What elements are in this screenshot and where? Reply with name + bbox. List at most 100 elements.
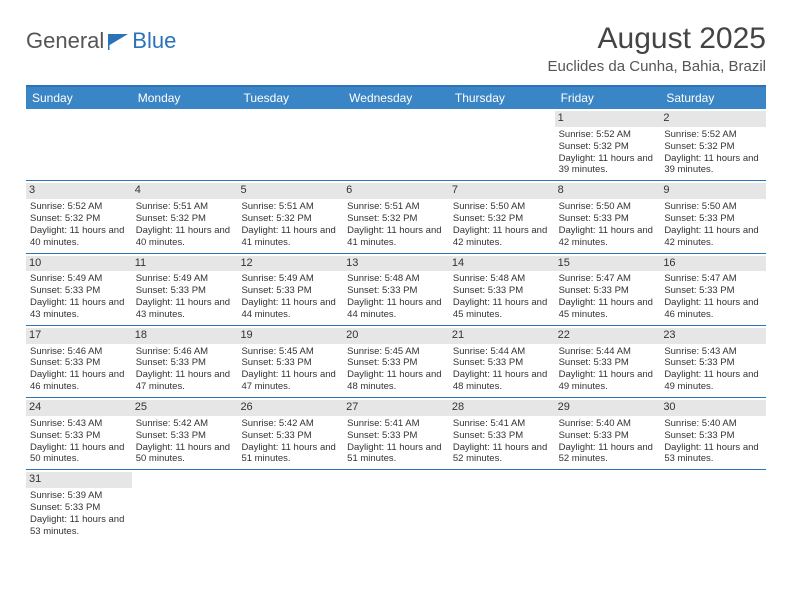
sunrise-text: Sunrise: 5:50 AM: [559, 201, 657, 213]
sunrise-text: Sunrise: 5:46 AM: [136, 346, 234, 358]
day-cell: [132, 470, 238, 541]
day-cell: 18Sunrise: 5:46 AMSunset: 5:33 PMDayligh…: [132, 326, 238, 397]
sunset-text: Sunset: 5:33 PM: [664, 213, 762, 225]
daylight-text: Daylight: 11 hours and 51 minutes.: [347, 442, 445, 466]
day-cell: 16Sunrise: 5:47 AMSunset: 5:33 PMDayligh…: [660, 254, 766, 325]
daylight-text: Daylight: 11 hours and 45 minutes.: [559, 297, 657, 321]
weekday-header: Tuesday: [237, 87, 343, 109]
day-cell: [449, 109, 555, 180]
day-cell: 27Sunrise: 5:41 AMSunset: 5:33 PMDayligh…: [343, 398, 449, 469]
sunrise-text: Sunrise: 5:48 AM: [453, 273, 551, 285]
week-row: 17Sunrise: 5:46 AMSunset: 5:33 PMDayligh…: [26, 326, 766, 398]
sunrise-text: Sunrise: 5:44 AM: [453, 346, 551, 358]
sunset-text: Sunset: 5:33 PM: [664, 357, 762, 369]
daylight-text: Daylight: 11 hours and 52 minutes.: [559, 442, 657, 466]
sunrise-text: Sunrise: 5:51 AM: [347, 201, 445, 213]
day-number: 24: [26, 400, 132, 416]
day-info: Sunrise: 5:41 AMSunset: 5:33 PMDaylight:…: [453, 418, 551, 466]
sunrise-text: Sunrise: 5:42 AM: [136, 418, 234, 430]
sunrise-text: Sunrise: 5:40 AM: [559, 418, 657, 430]
logo-text-blue: Blue: [132, 28, 176, 54]
week-row: 31Sunrise: 5:39 AMSunset: 5:33 PMDayligh…: [26, 470, 766, 541]
daylight-text: Daylight: 11 hours and 42 minutes.: [453, 225, 551, 249]
day-number: 29: [555, 400, 661, 416]
sunset-text: Sunset: 5:33 PM: [136, 430, 234, 442]
month-title: August 2025: [548, 22, 766, 56]
day-info: Sunrise: 5:51 AMSunset: 5:32 PMDaylight:…: [347, 201, 445, 249]
day-cell: 20Sunrise: 5:45 AMSunset: 5:33 PMDayligh…: [343, 326, 449, 397]
sunrise-text: Sunrise: 5:49 AM: [136, 273, 234, 285]
daylight-text: Daylight: 11 hours and 45 minutes.: [453, 297, 551, 321]
day-cell: 4 Sunrise: 5:51 AMSunset: 5:32 PMDaylight…: [132, 181, 238, 252]
day-cell: 2Sunrise: 5:52 AMSunset: 5:32 PMDaylight…: [660, 109, 766, 180]
day-number: 18: [132, 328, 238, 344]
header: General Blue August 2025 Euclides da Cun…: [26, 22, 766, 75]
day-cell: [343, 470, 449, 541]
sunset-text: Sunset: 5:33 PM: [453, 285, 551, 297]
sunset-text: Sunset: 5:32 PM: [241, 213, 339, 225]
day-cell: 6Sunrise: 5:51 AMSunset: 5:32 PMDaylight…: [343, 181, 449, 252]
day-number: 20: [343, 328, 449, 344]
day-info: Sunrise: 5:49 AMSunset: 5:33 PMDaylight:…: [30, 273, 128, 321]
weekday-header: Monday: [132, 87, 238, 109]
weeks-container: 1Sunrise: 5:52 AMSunset: 5:32 PMDaylight…: [26, 109, 766, 542]
daylight-text: Daylight: 11 hours and 40 minutes.: [136, 225, 234, 249]
week-row: 3Sunrise: 5:52 AMSunset: 5:32 PMDaylight…: [26, 181, 766, 253]
day-cell: [26, 109, 132, 180]
day-number: 27: [343, 400, 449, 416]
day-number: 31: [26, 472, 132, 488]
sunset-text: Sunset: 5:33 PM: [30, 502, 128, 514]
sunset-text: Sunset: 5:32 PM: [453, 213, 551, 225]
daylight-text: Daylight: 11 hours and 53 minutes.: [664, 442, 762, 466]
daylight-text: Daylight: 11 hours and 50 minutes.: [30, 442, 128, 466]
sunset-text: Sunset: 5:33 PM: [136, 285, 234, 297]
day-cell: 15Sunrise: 5:47 AMSunset: 5:33 PMDayligh…: [555, 254, 661, 325]
daylight-text: Daylight: 11 hours and 48 minutes.: [453, 369, 551, 393]
sunrise-text: Sunrise: 5:51 AM: [136, 201, 234, 213]
day-cell: 8Sunrise: 5:50 AMSunset: 5:33 PMDaylight…: [555, 181, 661, 252]
sunset-text: Sunset: 5:32 PM: [30, 213, 128, 225]
daylight-text: Daylight: 11 hours and 42 minutes.: [559, 225, 657, 249]
day-info: Sunrise: 5:50 AMSunset: 5:33 PMDaylight:…: [559, 201, 657, 249]
sunrise-text: Sunrise: 5:43 AM: [30, 418, 128, 430]
logo-text-general: General: [26, 28, 104, 54]
logo: General Blue: [26, 28, 176, 54]
day-cell: 29Sunrise: 5:40 AMSunset: 5:33 PMDayligh…: [555, 398, 661, 469]
day-number: 12: [237, 256, 343, 272]
sunrise-text: Sunrise: 5:45 AM: [347, 346, 445, 358]
day-info: Sunrise: 5:44 AMSunset: 5:33 PMDaylight:…: [453, 346, 551, 394]
day-cell: 13Sunrise: 5:48 AMSunset: 5:33 PMDayligh…: [343, 254, 449, 325]
daylight-text: Daylight: 11 hours and 39 minutes.: [559, 153, 657, 177]
day-info: Sunrise: 5:52 AMSunset: 5:32 PMDaylight:…: [664, 129, 762, 177]
daylight-text: Daylight: 11 hours and 51 minutes.: [241, 442, 339, 466]
sunset-text: Sunset: 5:33 PM: [241, 285, 339, 297]
day-number: 16: [660, 256, 766, 272]
day-number: 9: [660, 183, 766, 199]
sunrise-text: Sunrise: 5:46 AM: [30, 346, 128, 358]
sunset-text: Sunset: 5:33 PM: [664, 430, 762, 442]
sunset-text: Sunset: 5:33 PM: [453, 357, 551, 369]
sunset-text: Sunset: 5:33 PM: [241, 430, 339, 442]
weekday-header: Friday: [555, 87, 661, 109]
day-number: 3: [26, 183, 132, 199]
day-info: Sunrise: 5:49 AMSunset: 5:33 PMDaylight:…: [241, 273, 339, 321]
sunset-text: Sunset: 5:33 PM: [453, 430, 551, 442]
sunrise-text: Sunrise: 5:49 AM: [241, 273, 339, 285]
daylight-text: Daylight: 11 hours and 49 minutes.: [559, 369, 657, 393]
day-number: 15: [555, 256, 661, 272]
sunset-text: Sunset: 5:32 PM: [136, 213, 234, 225]
day-number: 22: [555, 328, 661, 344]
daylight-text: Daylight: 11 hours and 53 minutes.: [30, 514, 128, 538]
day-cell: 31Sunrise: 5:39 AMSunset: 5:33 PMDayligh…: [26, 470, 132, 541]
daylight-text: Daylight: 11 hours and 44 minutes.: [347, 297, 445, 321]
day-number: 21: [449, 328, 555, 344]
day-number: 4: [132, 183, 238, 199]
sunset-text: Sunset: 5:32 PM: [559, 141, 657, 153]
day-number: 25: [132, 400, 238, 416]
day-cell: 28Sunrise: 5:41 AMSunset: 5:33 PMDayligh…: [449, 398, 555, 469]
daylight-text: Daylight: 11 hours and 40 minutes.: [30, 225, 128, 249]
sunrise-text: Sunrise: 5:52 AM: [559, 129, 657, 141]
day-cell: 12Sunrise: 5:49 AMSunset: 5:33 PMDayligh…: [237, 254, 343, 325]
day-info: Sunrise: 5:52 AMSunset: 5:32 PMDaylight:…: [559, 129, 657, 177]
sunrise-text: Sunrise: 5:48 AM: [347, 273, 445, 285]
